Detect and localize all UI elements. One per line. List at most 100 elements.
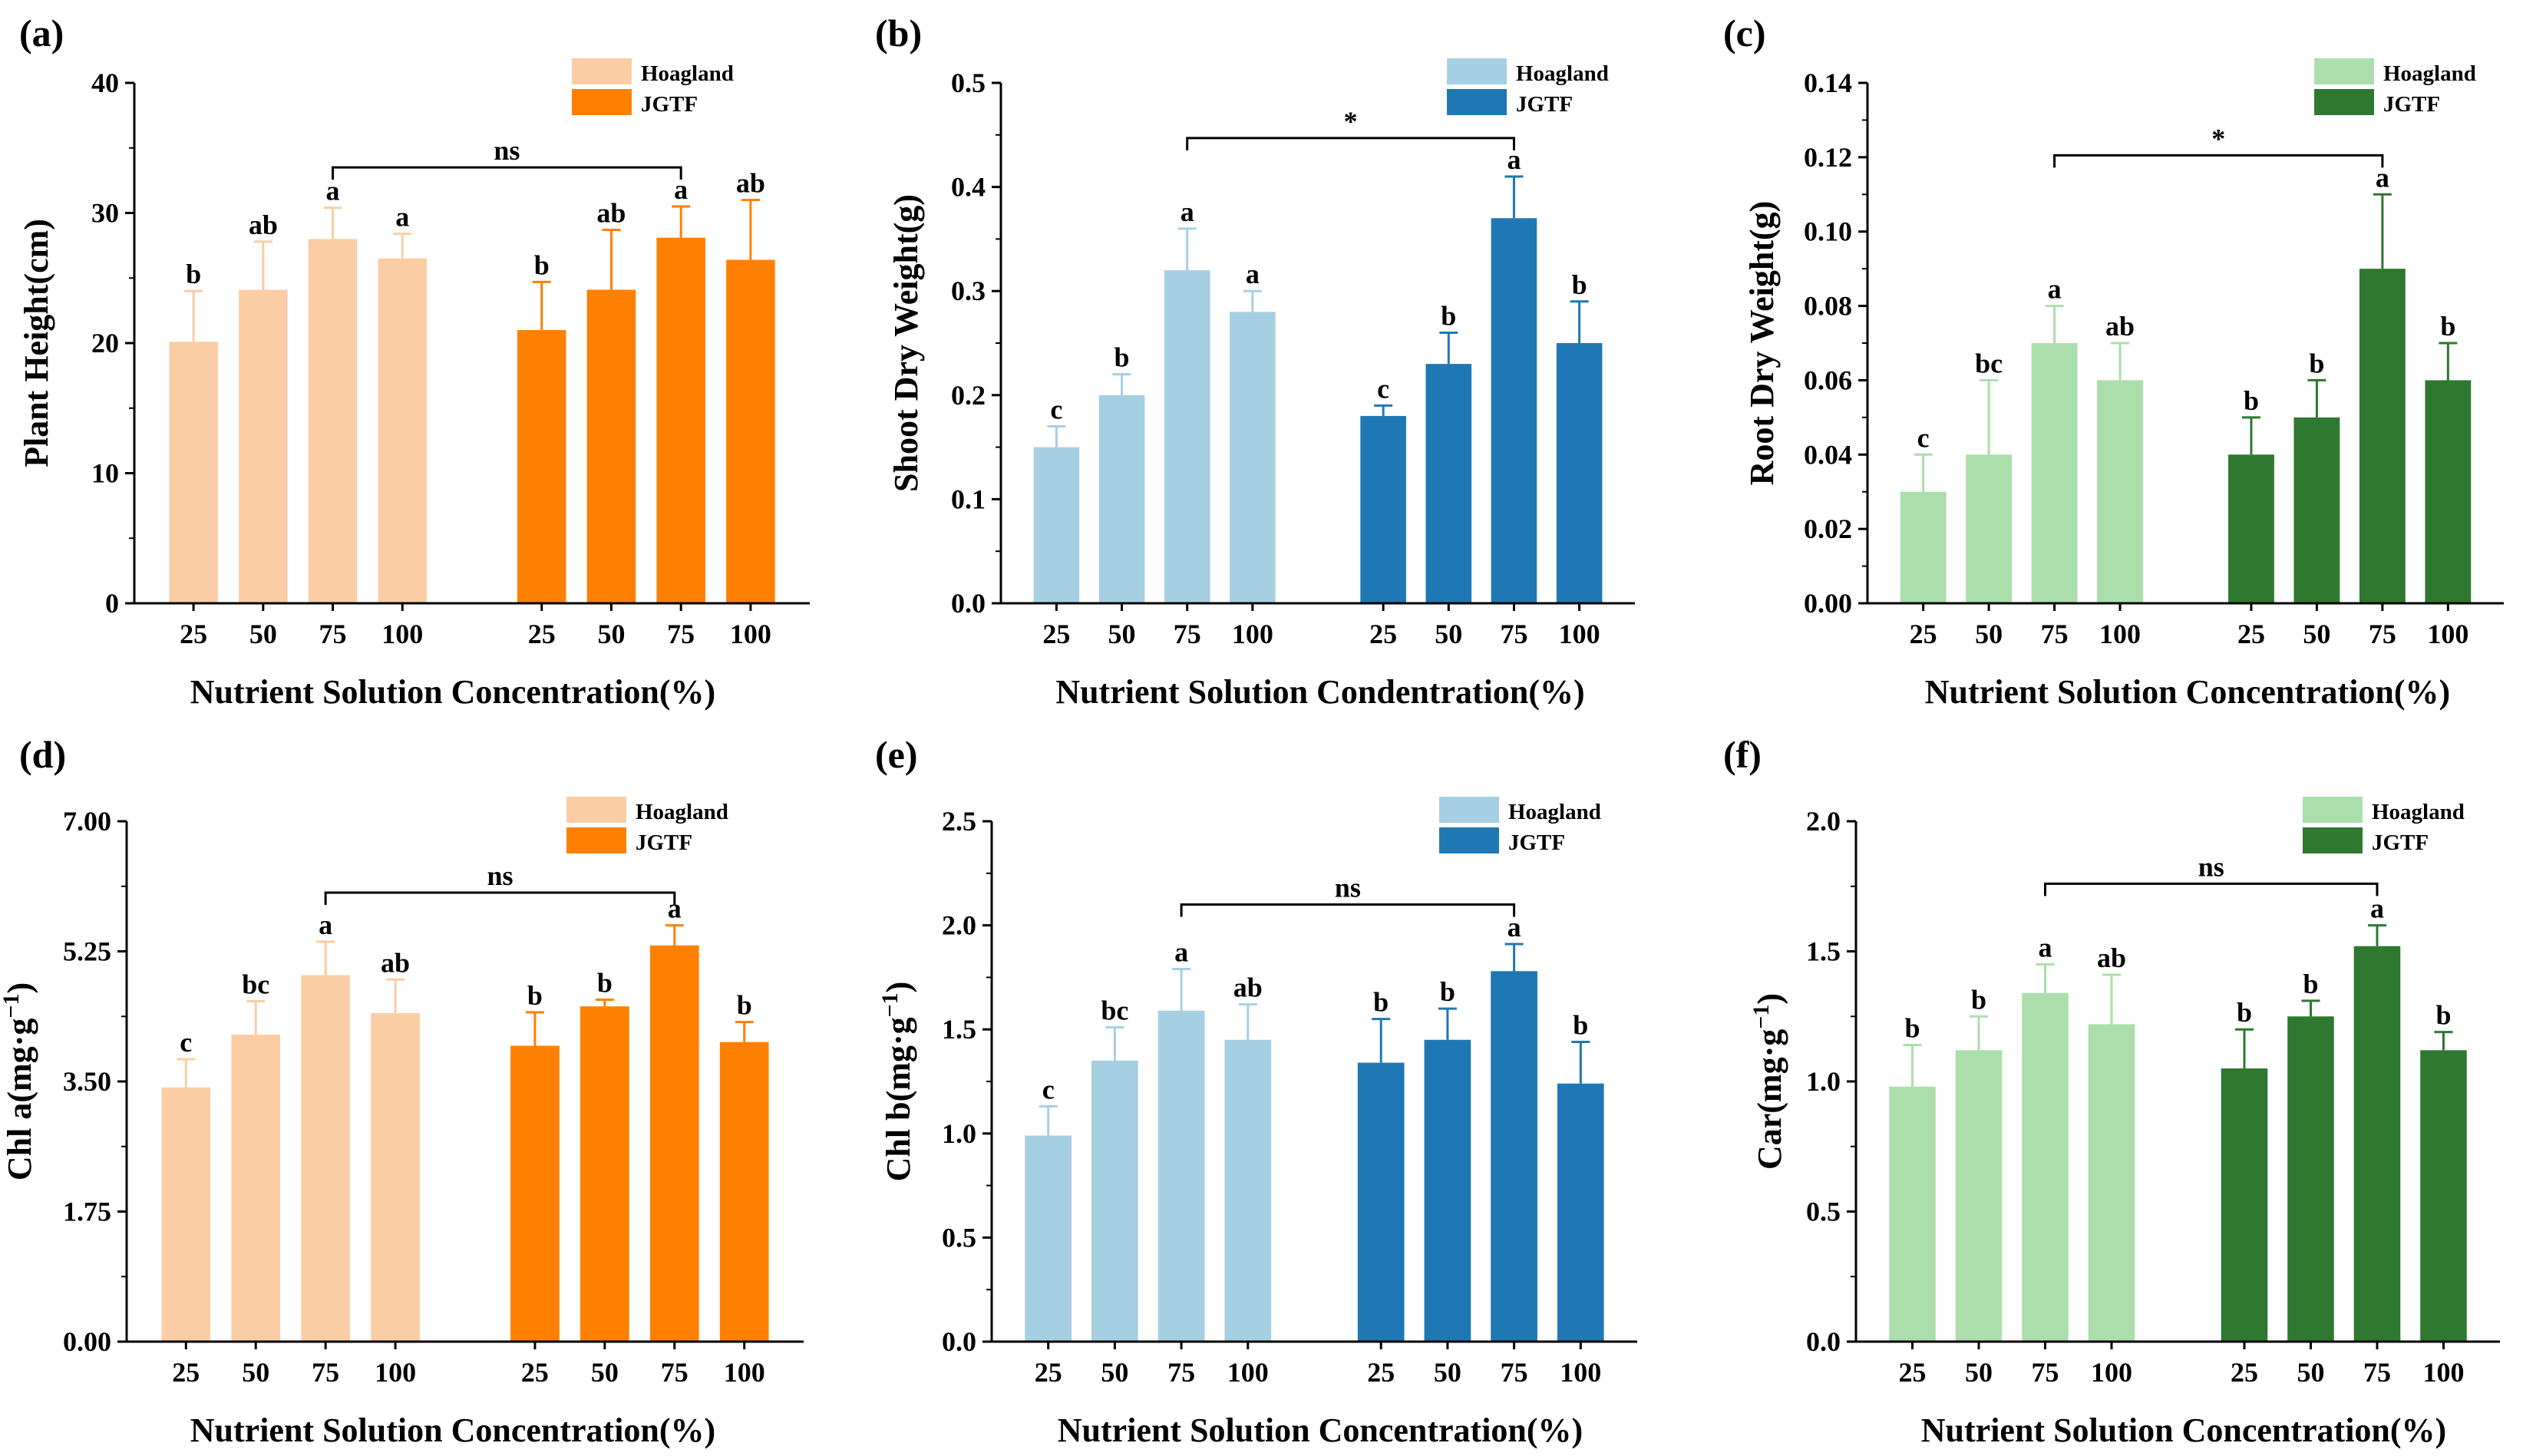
y-axis-title-close: ) (1, 982, 38, 994)
x-tick-label: 50 (1101, 1357, 1128, 1388)
bar (378, 258, 428, 603)
y-tick-label: 30 (91, 198, 119, 229)
x-tick-label: 50 (1965, 1357, 1993, 1388)
significance-letter: b (534, 249, 550, 280)
comparison-label: * (1344, 106, 1358, 137)
x-tick-label: 75 (661, 1357, 689, 1388)
significance-letter: b (2435, 1000, 2451, 1031)
legend-label-jgtf: JGTF (1508, 830, 1565, 855)
x-tick-label: 25 (1910, 619, 1937, 649)
legend-label-hoagland: Hoagland (636, 800, 728, 824)
bar (1900, 491, 1947, 603)
legend-swatch-hoagland (1439, 797, 1499, 823)
legend-label-hoagland: Hoagland (641, 61, 734, 86)
significance-letter: a (1174, 937, 1188, 968)
legend-label-jgtf: JGTF (2383, 92, 2440, 117)
significance-letter: a (1507, 144, 1521, 175)
y-tick-label: 0.4 (951, 172, 986, 203)
x-axis-title: Nutrient Solution Concentration(%) (190, 673, 715, 711)
legend-label-jgtf: JGTF (641, 92, 698, 117)
y-tick-label: 20 (91, 328, 119, 358)
x-tick-label: 75 (1174, 619, 1201, 649)
bar (1955, 1050, 2003, 1342)
bar (510, 1045, 560, 1342)
significance-letter: a (326, 176, 340, 206)
x-axis-title: Nutrient Solution Condentration(%) (1055, 673, 1584, 711)
x-tick-label: 25 (172, 1357, 200, 1388)
legend-swatch-jgtf (2314, 89, 2374, 115)
significance-letter: c (1917, 422, 1930, 453)
comparison-bracket (332, 166, 682, 180)
panel-label: (c) (1723, 12, 1766, 54)
x-tick-label: 25 (1042, 619, 1070, 649)
x-tick-label: 50 (591, 1357, 619, 1388)
bar (1098, 395, 1145, 603)
comparison-label: ns (494, 135, 520, 166)
significance-letter: ab (381, 947, 410, 978)
significance-letter: a (2039, 932, 2052, 962)
significance-letter: b (2244, 385, 2259, 416)
significance-letter: b (1971, 984, 1986, 1015)
x-tick-label: 75 (2041, 619, 2069, 649)
y-tick-label: 0.00 (1804, 588, 1852, 619)
y-axis-title-main: Chl b(mg·g (880, 1017, 917, 1181)
significance-letter: a (1181, 196, 1194, 227)
legend-swatch-jgtf (2303, 827, 2363, 853)
bar (1425, 364, 1472, 603)
bar (2293, 417, 2340, 603)
y-tick-label: 0.02 (1804, 513, 1852, 544)
x-tick-label: 100 (730, 619, 771, 649)
y-axis-title-close: ) (880, 982, 917, 993)
y-tick-label: 0.5 (942, 1222, 976, 1253)
x-axis-title: Nutrient Solution Concentration(%) (1925, 673, 2450, 711)
bar (580, 1006, 629, 1342)
significance-letter: b (2440, 311, 2455, 342)
x-tick-label: 25 (521, 1357, 549, 1388)
legend-label-jgtf: JGTF (2372, 830, 2429, 855)
bar (1889, 1086, 1936, 1342)
y-tick-label: 0.1 (951, 484, 986, 514)
significance-letter: a (1246, 259, 1260, 289)
bar (2359, 269, 2406, 603)
bar (2228, 454, 2274, 603)
significance-letter: b (1440, 976, 1455, 1007)
significance-letter: c (180, 1027, 192, 1058)
legend-swatch-hoagland (1447, 58, 1507, 84)
panel-label: (b) (875, 12, 922, 54)
panel-label: (e) (875, 733, 918, 776)
x-tick-label: 25 (528, 619, 556, 649)
x-tick-label: 100 (2422, 1357, 2464, 1388)
bar (1491, 218, 1537, 603)
significance-letter: c (1050, 394, 1062, 424)
x-tick-label: 25 (180, 619, 207, 649)
x-tick-label: 75 (2032, 1357, 2059, 1388)
panel-label: (d) (19, 733, 66, 776)
bar (1491, 971, 1537, 1342)
significance-letter: b (2303, 969, 2318, 999)
y-tick-label: 2.0 (942, 910, 976, 941)
comparison-bracket (324, 891, 676, 905)
bar (649, 945, 699, 1342)
x-tick-label: 75 (1501, 1357, 1528, 1388)
y-tick-label: 0.5 (1806, 1197, 1841, 1227)
y-axis-title: Root Dry Weight(g) (1743, 201, 1781, 486)
comparison-bracket (1180, 903, 1516, 917)
bar (169, 342, 218, 603)
comparison-label: ns (2198, 851, 2224, 882)
y-tick-label: 0.04 (1804, 439, 1852, 470)
y-tick-label: 1.0 (1806, 1066, 1841, 1097)
significance-letter: a (1507, 912, 1521, 943)
bar (2022, 992, 2069, 1342)
significance-letter: ab (736, 168, 765, 199)
x-tick-label: 100 (2091, 1357, 2132, 1388)
significance-letter: b (186, 259, 201, 289)
bar (1033, 447, 1080, 603)
bar (1556, 343, 1603, 603)
y-axis-title: Plant Height(cm) (18, 219, 55, 467)
bar (726, 259, 775, 603)
x-tick-label: 25 (1899, 1357, 1927, 1388)
y-tick-label: 0.5 (951, 68, 986, 98)
bar (371, 1012, 420, 1342)
significance-letter: b (1573, 1009, 1588, 1040)
